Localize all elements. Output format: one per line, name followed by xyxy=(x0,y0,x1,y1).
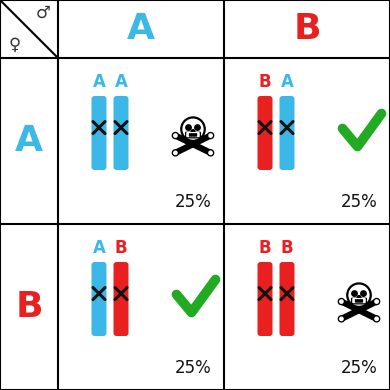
Text: B: B xyxy=(15,290,43,324)
Circle shape xyxy=(174,151,177,154)
FancyBboxPatch shape xyxy=(191,133,195,137)
Text: B: B xyxy=(293,12,321,46)
Text: A: A xyxy=(280,73,293,91)
Circle shape xyxy=(374,316,379,322)
Circle shape xyxy=(347,283,371,307)
FancyBboxPatch shape xyxy=(360,299,363,303)
Text: B: B xyxy=(259,239,271,257)
FancyBboxPatch shape xyxy=(194,133,197,137)
FancyBboxPatch shape xyxy=(113,96,128,170)
Circle shape xyxy=(195,125,200,130)
FancyBboxPatch shape xyxy=(280,96,294,170)
FancyBboxPatch shape xyxy=(92,262,106,336)
Circle shape xyxy=(183,119,203,139)
Circle shape xyxy=(186,125,191,130)
FancyBboxPatch shape xyxy=(352,298,366,303)
FancyBboxPatch shape xyxy=(189,133,192,137)
FancyBboxPatch shape xyxy=(257,262,273,336)
Circle shape xyxy=(339,298,344,305)
Circle shape xyxy=(349,285,369,305)
Circle shape xyxy=(172,133,179,138)
Text: 25%: 25% xyxy=(175,359,211,377)
Text: A: A xyxy=(15,124,43,158)
FancyBboxPatch shape xyxy=(185,132,201,138)
Text: A: A xyxy=(127,12,155,46)
Text: 25%: 25% xyxy=(175,193,211,211)
Circle shape xyxy=(352,291,357,296)
Circle shape xyxy=(207,150,214,156)
Circle shape xyxy=(181,117,205,141)
Circle shape xyxy=(174,134,177,137)
Circle shape xyxy=(191,129,195,133)
Circle shape xyxy=(209,134,212,137)
Circle shape xyxy=(339,316,344,322)
Circle shape xyxy=(357,296,361,299)
Circle shape xyxy=(361,291,366,296)
Circle shape xyxy=(340,300,343,303)
Text: A: A xyxy=(115,73,128,91)
FancyBboxPatch shape xyxy=(113,262,128,336)
Text: 25%: 25% xyxy=(340,359,378,377)
Circle shape xyxy=(374,298,379,305)
Text: A: A xyxy=(92,239,105,257)
Circle shape xyxy=(340,317,343,321)
Circle shape xyxy=(375,317,378,321)
FancyBboxPatch shape xyxy=(280,262,294,336)
Text: ♀: ♀ xyxy=(9,36,21,54)
Text: B: B xyxy=(259,73,271,91)
Text: A: A xyxy=(92,73,105,91)
Circle shape xyxy=(209,151,212,154)
Text: B: B xyxy=(281,239,293,257)
Circle shape xyxy=(172,150,179,156)
FancyBboxPatch shape xyxy=(351,298,367,305)
FancyBboxPatch shape xyxy=(355,299,358,303)
FancyBboxPatch shape xyxy=(357,299,361,303)
Text: ♂: ♂ xyxy=(36,4,51,22)
FancyBboxPatch shape xyxy=(257,96,273,170)
Text: 25%: 25% xyxy=(340,193,378,211)
Circle shape xyxy=(207,133,214,138)
Circle shape xyxy=(375,300,378,303)
FancyBboxPatch shape xyxy=(186,132,200,137)
FancyBboxPatch shape xyxy=(92,96,106,170)
Text: B: B xyxy=(115,239,127,257)
